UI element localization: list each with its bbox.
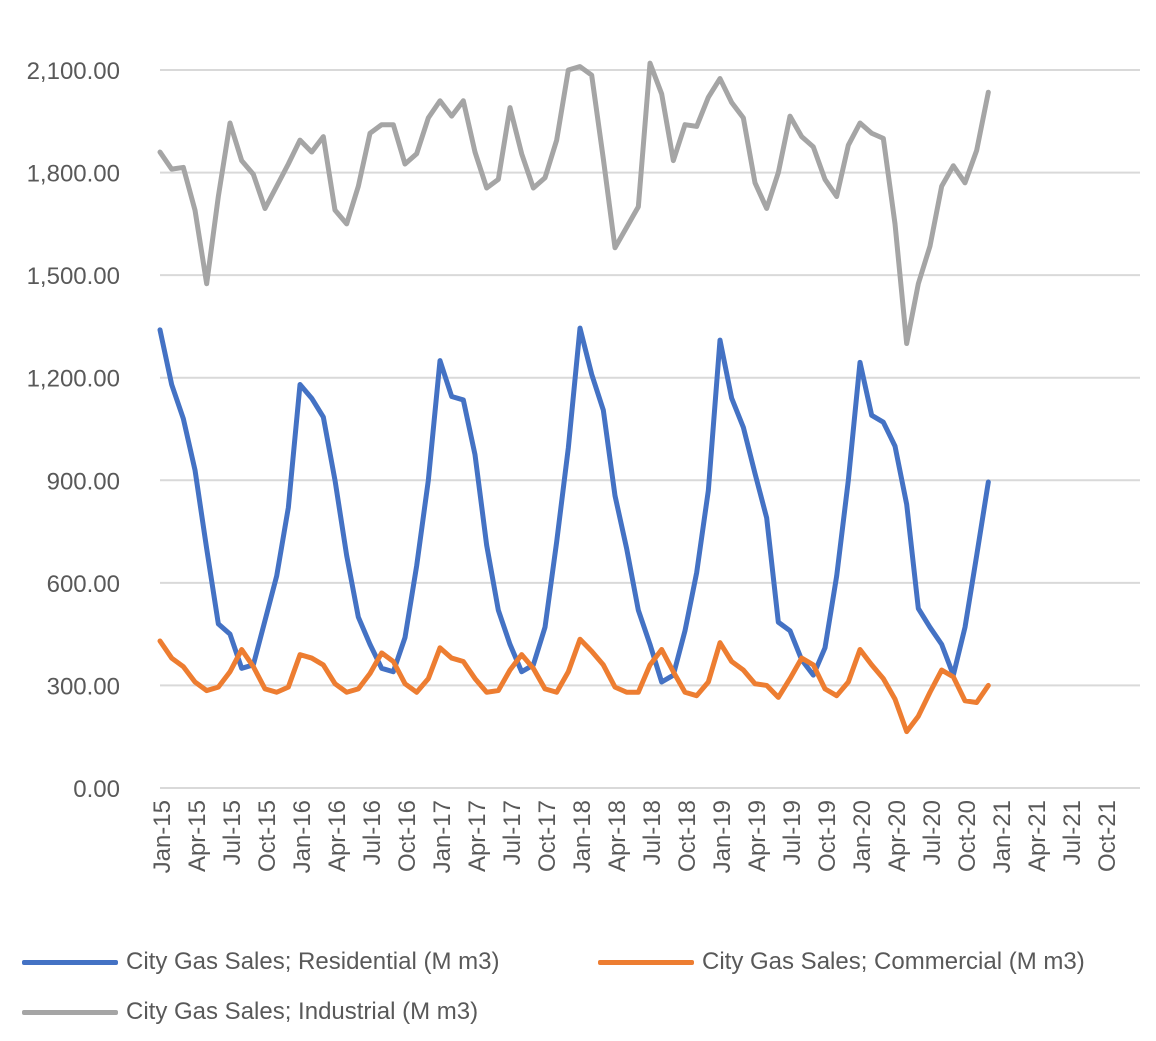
x-tick-label: Jul-21 xyxy=(1059,800,1086,865)
series-line-industrial xyxy=(157,60,991,347)
x-tick-label: Oct-21 xyxy=(1094,800,1121,872)
x-tick-label: Jan-15 xyxy=(149,800,176,873)
x-tick-label: Jan-18 xyxy=(569,800,596,873)
legend: City Gas Sales; Residential (M m3) City … xyxy=(0,930,1156,1041)
y-tick-label: 2,100.00 xyxy=(27,58,120,85)
y-tick-label: 1,800.00 xyxy=(27,161,120,188)
x-tick-label: Jan-16 xyxy=(289,800,316,873)
series-line-commercial xyxy=(157,636,991,735)
x-tick-label: Apr-17 xyxy=(464,800,491,872)
series-lines xyxy=(157,60,991,735)
x-tick-label: Apr-18 xyxy=(604,800,631,872)
x-tick-label: Jan-17 xyxy=(429,800,456,873)
x-tick-label: Jul-19 xyxy=(779,800,806,865)
x-tick-label: Jul-18 xyxy=(639,800,666,865)
y-tick-label: 600.00 xyxy=(47,571,120,598)
x-tick-label: Oct-19 xyxy=(814,800,841,872)
x-axis-tick-labels: Jan-15 Apr-15 Jul-15 Oct-15 Jan-16 Apr-16 Jul-… xyxy=(149,800,1121,873)
x-tick-label: Apr-19 xyxy=(744,800,771,872)
y-axis-tick-labels: 0.00 300.00 600.00 900.00 1,200.00 1,500.00 1,… xyxy=(27,58,120,803)
legend-entry-residential: City Gas Sales; Residential (M m3) xyxy=(22,948,499,976)
x-tick-label: Jul-16 xyxy=(359,800,386,865)
legend-entry-commercial: City Gas Sales; Commercial (M m3) xyxy=(598,948,1085,976)
line-chart: 0.00 300.00 600.00 900.00 1,200.00 1,500.00 1,… xyxy=(27,58,1140,873)
x-tick-label: Apr-21 xyxy=(1024,800,1051,872)
y-tick-label: 1,500.00 xyxy=(27,263,120,290)
x-tick-label: Jul-15 xyxy=(219,800,246,865)
y-tick-label: 900.00 xyxy=(47,468,120,495)
x-tick-label: Jan-21 xyxy=(989,800,1016,873)
x-tick-label: Oct-17 xyxy=(534,800,561,872)
x-tick-label: Jan-20 xyxy=(849,800,876,873)
x-tick-label: Jul-17 xyxy=(499,800,526,865)
legend-label-commercial: City Gas Sales; Commercial (M m3) xyxy=(702,948,1085,975)
x-tick-label: Oct-16 xyxy=(394,800,421,872)
x-tick-label: Apr-20 xyxy=(884,800,911,872)
y-tick-label: 0.00 xyxy=(73,776,120,803)
series-line-residential xyxy=(157,325,991,685)
legend-label-residential: City Gas Sales; Residential (M m3) xyxy=(126,948,500,975)
x-tick-label: Oct-15 xyxy=(254,800,281,872)
y-tick-label: 300.00 xyxy=(47,673,120,700)
x-tick-label: Jan-19 xyxy=(709,800,736,873)
legend-swatch-residential xyxy=(22,959,118,965)
x-tick-label: Oct-18 xyxy=(674,800,701,872)
gridlines xyxy=(160,69,1140,789)
x-tick-label: Apr-16 xyxy=(324,800,351,872)
legend-label-industrial: City Gas Sales; Industrial (M m3) xyxy=(126,998,479,1025)
legend-swatch-industrial xyxy=(22,1009,118,1015)
legend-entry-industrial: City Gas Sales; Industrial (M m3) xyxy=(22,998,478,1026)
legend-swatch-commercial xyxy=(598,959,694,965)
x-tick-label: Apr-15 xyxy=(184,800,211,872)
x-tick-label: Oct-20 xyxy=(954,800,981,872)
y-tick-label: 1,200.00 xyxy=(27,366,120,393)
x-tick-label: Jul-20 xyxy=(919,800,946,865)
